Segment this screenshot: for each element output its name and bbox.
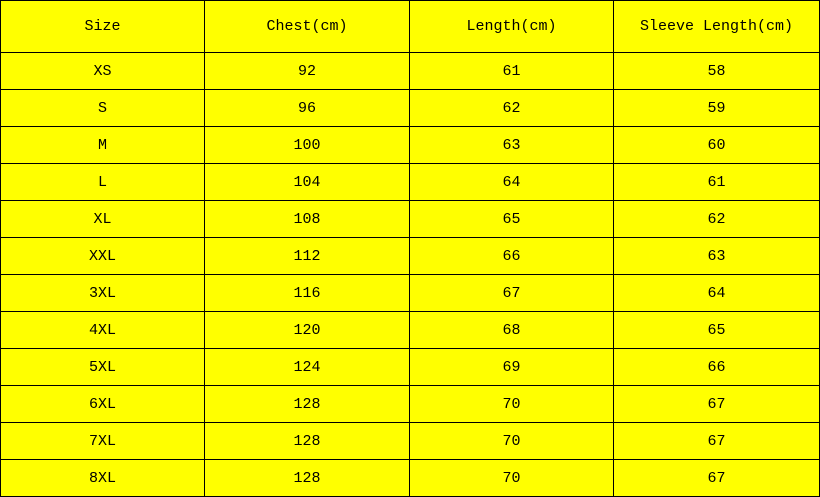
table-cell: 63 — [613, 237, 820, 275]
table-cell: 3XL — [0, 274, 205, 312]
table-cell: L — [0, 163, 205, 201]
table-cell: 104 — [204, 163, 410, 201]
table-cell: XL — [0, 200, 205, 238]
table-cell: 70 — [409, 422, 614, 460]
table-cell: 128 — [204, 422, 410, 460]
table-cell: 8XL — [0, 459, 205, 497]
table-row: 8XL 128 70 67 — [0, 459, 820, 497]
table-cell: 61 — [613, 163, 820, 201]
table-cell: 67 — [613, 459, 820, 497]
table-cell: 112 — [204, 237, 410, 275]
table-cell: 66 — [409, 237, 614, 275]
header-cell: Length(cm) — [409, 0, 614, 53]
table-row: XXL 112 66 63 — [0, 237, 820, 275]
table-cell: 7XL — [0, 422, 205, 460]
table-row: 4XL 120 68 65 — [0, 311, 820, 349]
table-cell: XS — [0, 52, 205, 90]
table-cell: 63 — [409, 126, 614, 164]
table-cell: 128 — [204, 459, 410, 497]
table-row: 5XL 124 69 66 — [0, 348, 820, 386]
header-cell: Sleeve Length(cm) — [613, 0, 820, 53]
table-cell: 92 — [204, 52, 410, 90]
table-cell: 62 — [409, 89, 614, 127]
table-row: 7XL 128 70 67 — [0, 422, 820, 460]
table-cell: 70 — [409, 385, 614, 423]
table-cell: 69 — [409, 348, 614, 386]
table-row: 3XL 116 67 64 — [0, 274, 820, 312]
table-cell: 59 — [613, 89, 820, 127]
table-cell: 62 — [613, 200, 820, 238]
table-cell: 108 — [204, 200, 410, 238]
table-cell: 65 — [409, 200, 614, 238]
table-row: 6XL 128 70 67 — [0, 385, 820, 423]
table-cell: 96 — [204, 89, 410, 127]
table-cell: 5XL — [0, 348, 205, 386]
table-row: XS 92 61 58 — [0, 52, 820, 90]
table-cell: 67 — [613, 385, 820, 423]
table-cell: 67 — [409, 274, 614, 312]
header-cell: Size — [0, 0, 205, 53]
table-row: S 96 62 59 — [0, 89, 820, 127]
table-cell: 128 — [204, 385, 410, 423]
table-cell: 4XL — [0, 311, 205, 349]
table-cell: 100 — [204, 126, 410, 164]
table-cell: 67 — [613, 422, 820, 460]
table-cell: 120 — [204, 311, 410, 349]
table-row: XL 108 65 62 — [0, 200, 820, 238]
table-cell: 58 — [613, 52, 820, 90]
header-cell: Chest(cm) — [204, 0, 410, 53]
table-cell: 66 — [613, 348, 820, 386]
table-cell: 6XL — [0, 385, 205, 423]
table-cell: 65 — [613, 311, 820, 349]
table-cell: XXL — [0, 237, 205, 275]
table-cell: 68 — [409, 311, 614, 349]
header-row: Size Chest(cm) Length(cm) Sleeve Length(cm) — [0, 0, 820, 53]
table-cell: S — [0, 89, 205, 127]
table-cell: 116 — [204, 274, 410, 312]
table-cell: 124 — [204, 348, 410, 386]
table-cell: 61 — [409, 52, 614, 90]
table-cell: 64 — [409, 163, 614, 201]
table-cell: 70 — [409, 459, 614, 497]
table-cell: M — [0, 126, 205, 164]
table-cell: 64 — [613, 274, 820, 312]
table-row: L 104 64 61 — [0, 163, 820, 201]
table-row: M 100 63 60 — [0, 126, 820, 164]
table-cell: 60 — [613, 126, 820, 164]
